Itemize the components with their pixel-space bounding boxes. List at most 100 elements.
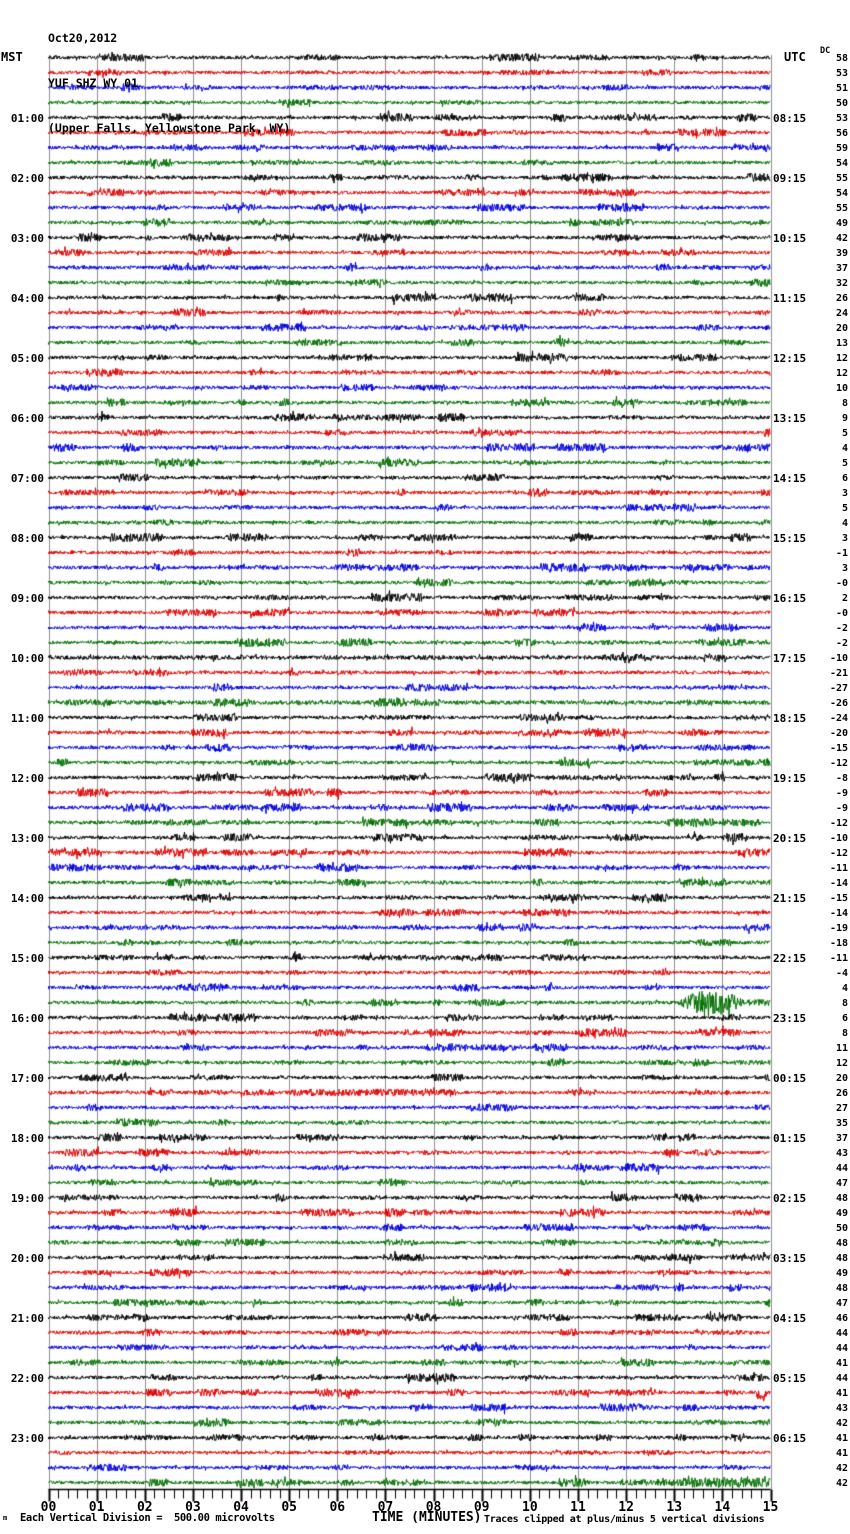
x-axis-tick-label: 03 — [185, 1500, 201, 1515]
mst-hour-label: 09:00 — [10, 591, 44, 605]
mst-hour-label: 08:00 — [10, 531, 44, 545]
mst-hour-label: 11:00 — [10, 711, 44, 725]
header-date: Oct20,2012 — [48, 31, 118, 45]
dc-offset-value: -10 — [829, 652, 848, 664]
dc-offset-value: 43 — [835, 1402, 848, 1414]
utc-hour-label: 06:15 — [773, 1431, 807, 1445]
x-axis-tick-label: 01 — [88, 1500, 105, 1515]
dc-offset-value: 58 — [835, 52, 848, 64]
mst-hour-label: 22:00 — [10, 1371, 44, 1385]
mst-hour-label: 16:00 — [10, 1011, 44, 1025]
plot-header: Oct20,2012 YUF SHZ WY 01 (Upper Falls, Y… — [48, 1, 290, 166]
dc-offset-value: 13 — [835, 337, 848, 349]
dc-offset-value: 47 — [835, 1297, 848, 1309]
mst-hour-label: 04:00 — [10, 291, 44, 305]
dc-offset-value: 49 — [835, 1207, 848, 1219]
utc-hour-label: 12:15 — [773, 351, 807, 365]
dc-offset-value: 48 — [835, 1237, 848, 1249]
x-axis-tick-label: 05 — [281, 1500, 297, 1515]
dc-offset-value: 37 — [835, 1132, 848, 1144]
dc-offset-value: 5 — [841, 427, 848, 439]
dc-offset-value: 10 — [835, 382, 848, 394]
mst-hour-label: 10:00 — [10, 651, 44, 665]
x-axis-tick-label: 15 — [762, 1500, 779, 1515]
dc-offset-value: 50 — [835, 1222, 848, 1234]
x-axis-tick-label: 06 — [329, 1500, 346, 1515]
dc-offset-value: -1 — [835, 547, 848, 559]
dc-offset-value: 46 — [835, 1312, 848, 1324]
x-axis-tick-label: 04 — [233, 1500, 249, 1515]
mst-hour-label: 19:00 — [10, 1191, 44, 1205]
utc-hour-label: 10:15 — [773, 231, 807, 245]
dc-offset-value: -12 — [829, 847, 848, 859]
dc-offset-value: -9 — [835, 802, 848, 814]
x-axis-tick-label: 13 — [666, 1500, 683, 1515]
x-axis-tick-label: 02 — [136, 1500, 153, 1515]
header-station-location: (Upper Falls, Yellowstone Park, WY) — [48, 121, 291, 135]
dc-offset-value: -27 — [829, 682, 848, 694]
dc-offset-value: -14 — [829, 877, 848, 889]
dc-offset-value: -19 — [829, 922, 848, 934]
x-axis-tick-label: 10 — [522, 1500, 538, 1515]
dc-offset-value: 5 — [841, 457, 848, 469]
dc-offset-value: 49 — [835, 1267, 848, 1279]
mst-hour-label: 17:00 — [10, 1071, 44, 1085]
dc-offset-value: 2 — [841, 592, 848, 604]
dc-offset-value: -2 — [835, 637, 848, 649]
dc-offset-value: -0 — [835, 607, 848, 619]
dc-offset-value: 42 — [835, 1462, 848, 1474]
left-timezone-label: MST — [1, 50, 23, 64]
clipping-note: Traces clipped at plus/minus 5 vertical … — [484, 1514, 765, 1525]
dc-offset-value: -2 — [835, 622, 848, 634]
mst-hour-label: 14:00 — [10, 891, 44, 905]
dc-offset-value: 42 — [835, 232, 848, 244]
dc-offset-value: -8 — [835, 772, 848, 784]
right-timezone-label: UTC — [784, 50, 806, 64]
dc-offset-value: 44 — [835, 1162, 848, 1174]
dc-offset-value: 53 — [835, 67, 848, 79]
dc-offset-value: 35 — [835, 1117, 848, 1129]
utc-hour-label: 15:15 — [773, 531, 807, 545]
dc-offset-value: 47 — [835, 1177, 848, 1189]
mst-hour-label: 23:00 — [10, 1431, 44, 1445]
dc-offset-value: 12 — [835, 1057, 848, 1069]
utc-hour-label: 08:15 — [773, 111, 807, 125]
utc-hour-label: 09:15 — [773, 171, 807, 185]
utc-hour-label: 20:15 — [773, 831, 807, 845]
utc-hour-label: 17:15 — [773, 651, 807, 665]
mst-hour-label: 01:00 — [10, 111, 44, 125]
dc-offset-value: 6 — [841, 472, 848, 484]
dc-offset-value: 51 — [835, 82, 848, 94]
dc-offset-value: 3 — [841, 532, 848, 544]
dc-offset-value: 42 — [835, 1477, 848, 1489]
x-axis-title: TIME (MINUTES) — [372, 1510, 482, 1525]
dc-offset-value: 27 — [835, 1102, 848, 1114]
dc-offset-value: 44 — [835, 1327, 848, 1339]
dc-offset-value: 4 — [841, 517, 848, 529]
dc-offset-value: -12 — [829, 757, 848, 769]
dc-offset-value: 32 — [835, 277, 848, 289]
utc-hour-label: 19:15 — [773, 771, 807, 785]
dc-offset-value: -12 — [829, 817, 848, 829]
dc-offset-value: 59 — [835, 142, 848, 154]
dc-offset-value: 53 — [835, 112, 848, 124]
dc-offset-value: 12 — [835, 352, 848, 364]
dc-offset-value: -4 — [835, 967, 848, 979]
dc-offset-value: 41 — [835, 1447, 848, 1459]
dc-offset-value: 41 — [835, 1387, 848, 1399]
utc-hour-label: 01:15 — [773, 1131, 807, 1145]
utc-hour-label: 23:15 — [773, 1011, 807, 1025]
dc-offset-value: 26 — [835, 1087, 848, 1099]
dc-offset-value: 3 — [841, 562, 848, 574]
dc-offset-value: 48 — [835, 1192, 848, 1204]
dc-offset-value: 54 — [835, 187, 848, 199]
dc-offset-value: -26 — [829, 697, 848, 709]
x-axis-tick-label: 09 — [473, 1500, 490, 1515]
dc-offset-value: -10 — [829, 832, 848, 844]
dc-offset-value: 8 — [841, 1027, 848, 1039]
mst-hour-label: 07:00 — [10, 471, 44, 485]
dc-offset-value: 44 — [835, 1372, 848, 1384]
dc-offset-value: 4 — [841, 982, 848, 994]
corner-mark: m — [3, 1514, 8, 1522]
dc-offset-value: 50 — [835, 97, 848, 109]
